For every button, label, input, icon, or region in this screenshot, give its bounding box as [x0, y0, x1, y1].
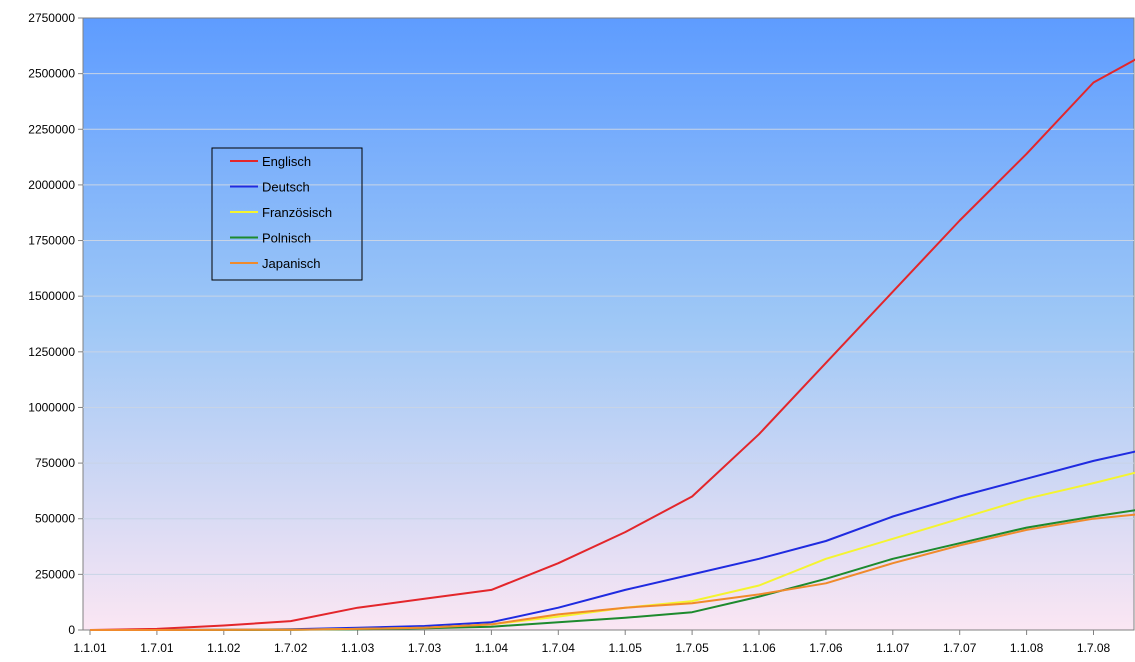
- y-tick-label: 1250000: [28, 345, 75, 359]
- legend-label: Englisch: [262, 154, 311, 169]
- legend-box: [211, 147, 363, 281]
- x-tick-label: 1.7.05: [675, 641, 709, 655]
- legend-label: Deutsch: [262, 180, 310, 195]
- x-tick-label: 1.7.04: [542, 641, 576, 655]
- y-axis: 0 250000 500000 750000 1000000 1250000 1500000…: [28, 11, 83, 637]
- gridlines: [83, 73, 1134, 575]
- y-tick-label: 1500000: [28, 289, 75, 303]
- legend-label: Französisch: [262, 205, 332, 220]
- x-tick-label: 1.7.01: [140, 641, 174, 655]
- x-tick-label: 1.1.08: [1010, 641, 1044, 655]
- y-tick-label: 750000: [35, 456, 75, 470]
- series-line-englisch: [89, 58, 1135, 631]
- x-tick-label: 1.1.02: [207, 641, 241, 655]
- x-tick-label: 1.7.08: [1077, 641, 1111, 655]
- y-tick-label: 250000: [35, 567, 75, 581]
- legend: Englisch Deutsch Französisch Polnisch Japani…: [211, 147, 363, 281]
- series-lines: [89, 58, 1135, 631]
- x-tick-label: 1.7.03: [408, 641, 442, 655]
- x-tick-label: 1.1.04: [475, 641, 509, 655]
- x-tick-label: 1.7.02: [274, 641, 308, 655]
- x-tick-label: 1.1.06: [742, 641, 776, 655]
- plot-area: [82, 17, 1135, 631]
- legend-label: Polnisch: [262, 231, 311, 246]
- y-tick-label: 2750000: [28, 11, 75, 25]
- x-tick-label: 1.1.01: [73, 641, 107, 655]
- x-tick-label: 1.1.05: [609, 641, 643, 655]
- y-tick-label: 500000: [35, 512, 75, 526]
- y-tick-label: 2250000: [28, 122, 75, 136]
- x-tick-label: 1.7.07: [943, 641, 977, 655]
- series-line-japanisch: [90, 513, 1135, 631]
- y-tick-label: 1750000: [28, 234, 75, 248]
- y-tick-label: 1000000: [28, 400, 75, 414]
- x-tick-label: 1.7.06: [809, 641, 843, 655]
- x-tick-label: 1.1.03: [341, 641, 375, 655]
- y-tick-label: 0: [68, 623, 75, 637]
- y-tick-label: 2000000: [28, 178, 75, 192]
- legend-label: Japanisch: [262, 256, 321, 271]
- y-tick-label: 2500000: [28, 67, 75, 81]
- x-tick-label: 1.1.07: [876, 641, 910, 655]
- x-axis: 1.1.01 1.7.01 1.1.02 1.7.02 1.1.03 1.7.03 1.1.…: [73, 630, 1111, 655]
